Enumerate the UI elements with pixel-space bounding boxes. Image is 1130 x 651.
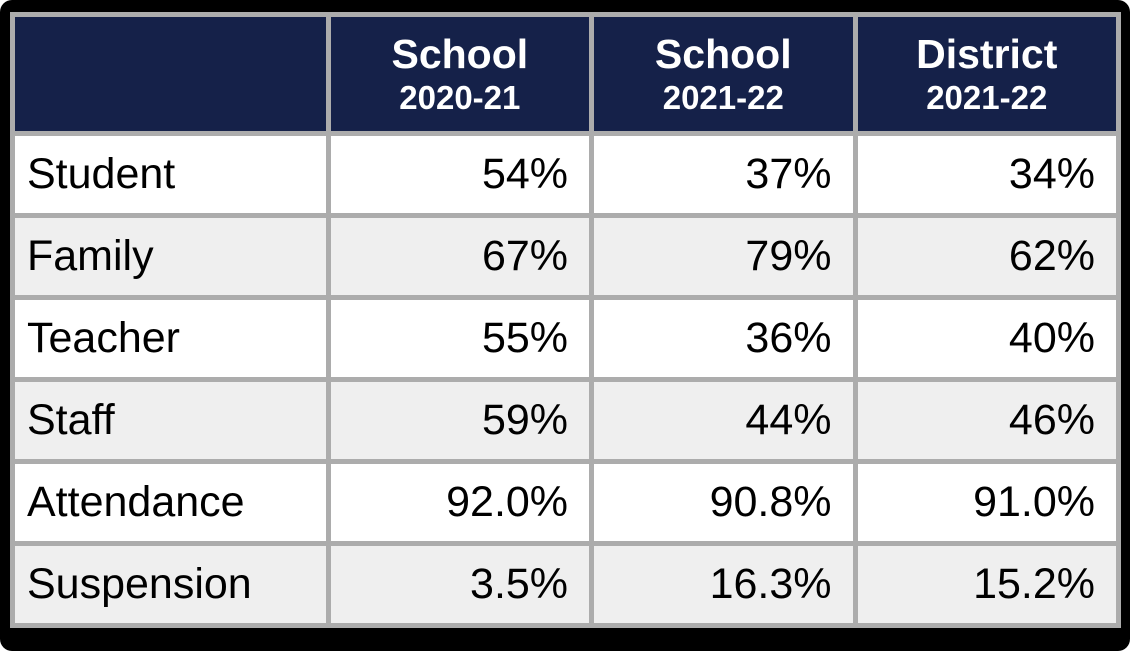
corner-header-cell (15, 17, 326, 131)
metrics-table: School 2020-21 School 2021-22 District 2… (10, 12, 1121, 628)
cell-value: 15.2% (857, 546, 1116, 623)
table-body: Student 54% 37% 34% Family 67% 79% 62% T… (15, 136, 1116, 623)
cell-value: 90.8% (594, 464, 853, 541)
column-header-school-2021-22: School 2021-22 (594, 17, 853, 131)
cell-value: 46% (857, 382, 1116, 459)
row-label: Student (15, 136, 326, 213)
column-title: School (654, 30, 792, 77)
cell-value: 67% (330, 218, 590, 295)
column-subtitle: 2021-22 (926, 78, 1048, 116)
header-row: School 2020-21 School 2021-22 District 2… (15, 17, 1116, 131)
row-label: Teacher (15, 300, 326, 377)
cell-value: 92.0% (330, 464, 590, 541)
table-row-staff: Staff 59% 44% 46% (15, 382, 1116, 459)
cell-value: 37% (594, 136, 853, 213)
cell-value: 91.0% (857, 464, 1116, 541)
cell-value: 34% (857, 136, 1116, 213)
table-row-student: Student 54% 37% 34% (15, 136, 1116, 213)
cell-value: 62% (857, 218, 1116, 295)
cell-value: 55% (330, 300, 590, 377)
column-title: School (391, 30, 529, 77)
cell-value: 59% (330, 382, 590, 459)
cell-value: 44% (594, 382, 853, 459)
column-header-district-2021-22: District 2021-22 (857, 17, 1116, 131)
cell-value: 36% (594, 300, 853, 377)
table-row-teacher: Teacher 55% 36% 40% (15, 300, 1116, 377)
column-subtitle: 2020-21 (399, 78, 521, 116)
cell-value: 54% (330, 136, 590, 213)
cell-value: 79% (594, 218, 853, 295)
row-label: Staff (15, 382, 326, 459)
cell-value: 40% (857, 300, 1116, 377)
column-title: District (916, 30, 1058, 77)
cell-value: 16.3% (594, 546, 853, 623)
column-header-school-2020-21: School 2020-21 (330, 17, 590, 131)
table-row-family: Family 67% 79% 62% (15, 218, 1116, 295)
row-label: Suspension (15, 546, 326, 623)
column-subtitle: 2021-22 (662, 78, 784, 116)
table-row-suspension: Suspension 3.5% 16.3% 15.2% (15, 546, 1116, 623)
table-header: School 2020-21 School 2021-22 District 2… (15, 17, 1116, 131)
table-row-attendance: Attendance 92.0% 90.8% 91.0% (15, 464, 1116, 541)
row-label: Family (15, 218, 326, 295)
cell-value: 3.5% (330, 546, 590, 623)
row-label: Attendance (15, 464, 326, 541)
